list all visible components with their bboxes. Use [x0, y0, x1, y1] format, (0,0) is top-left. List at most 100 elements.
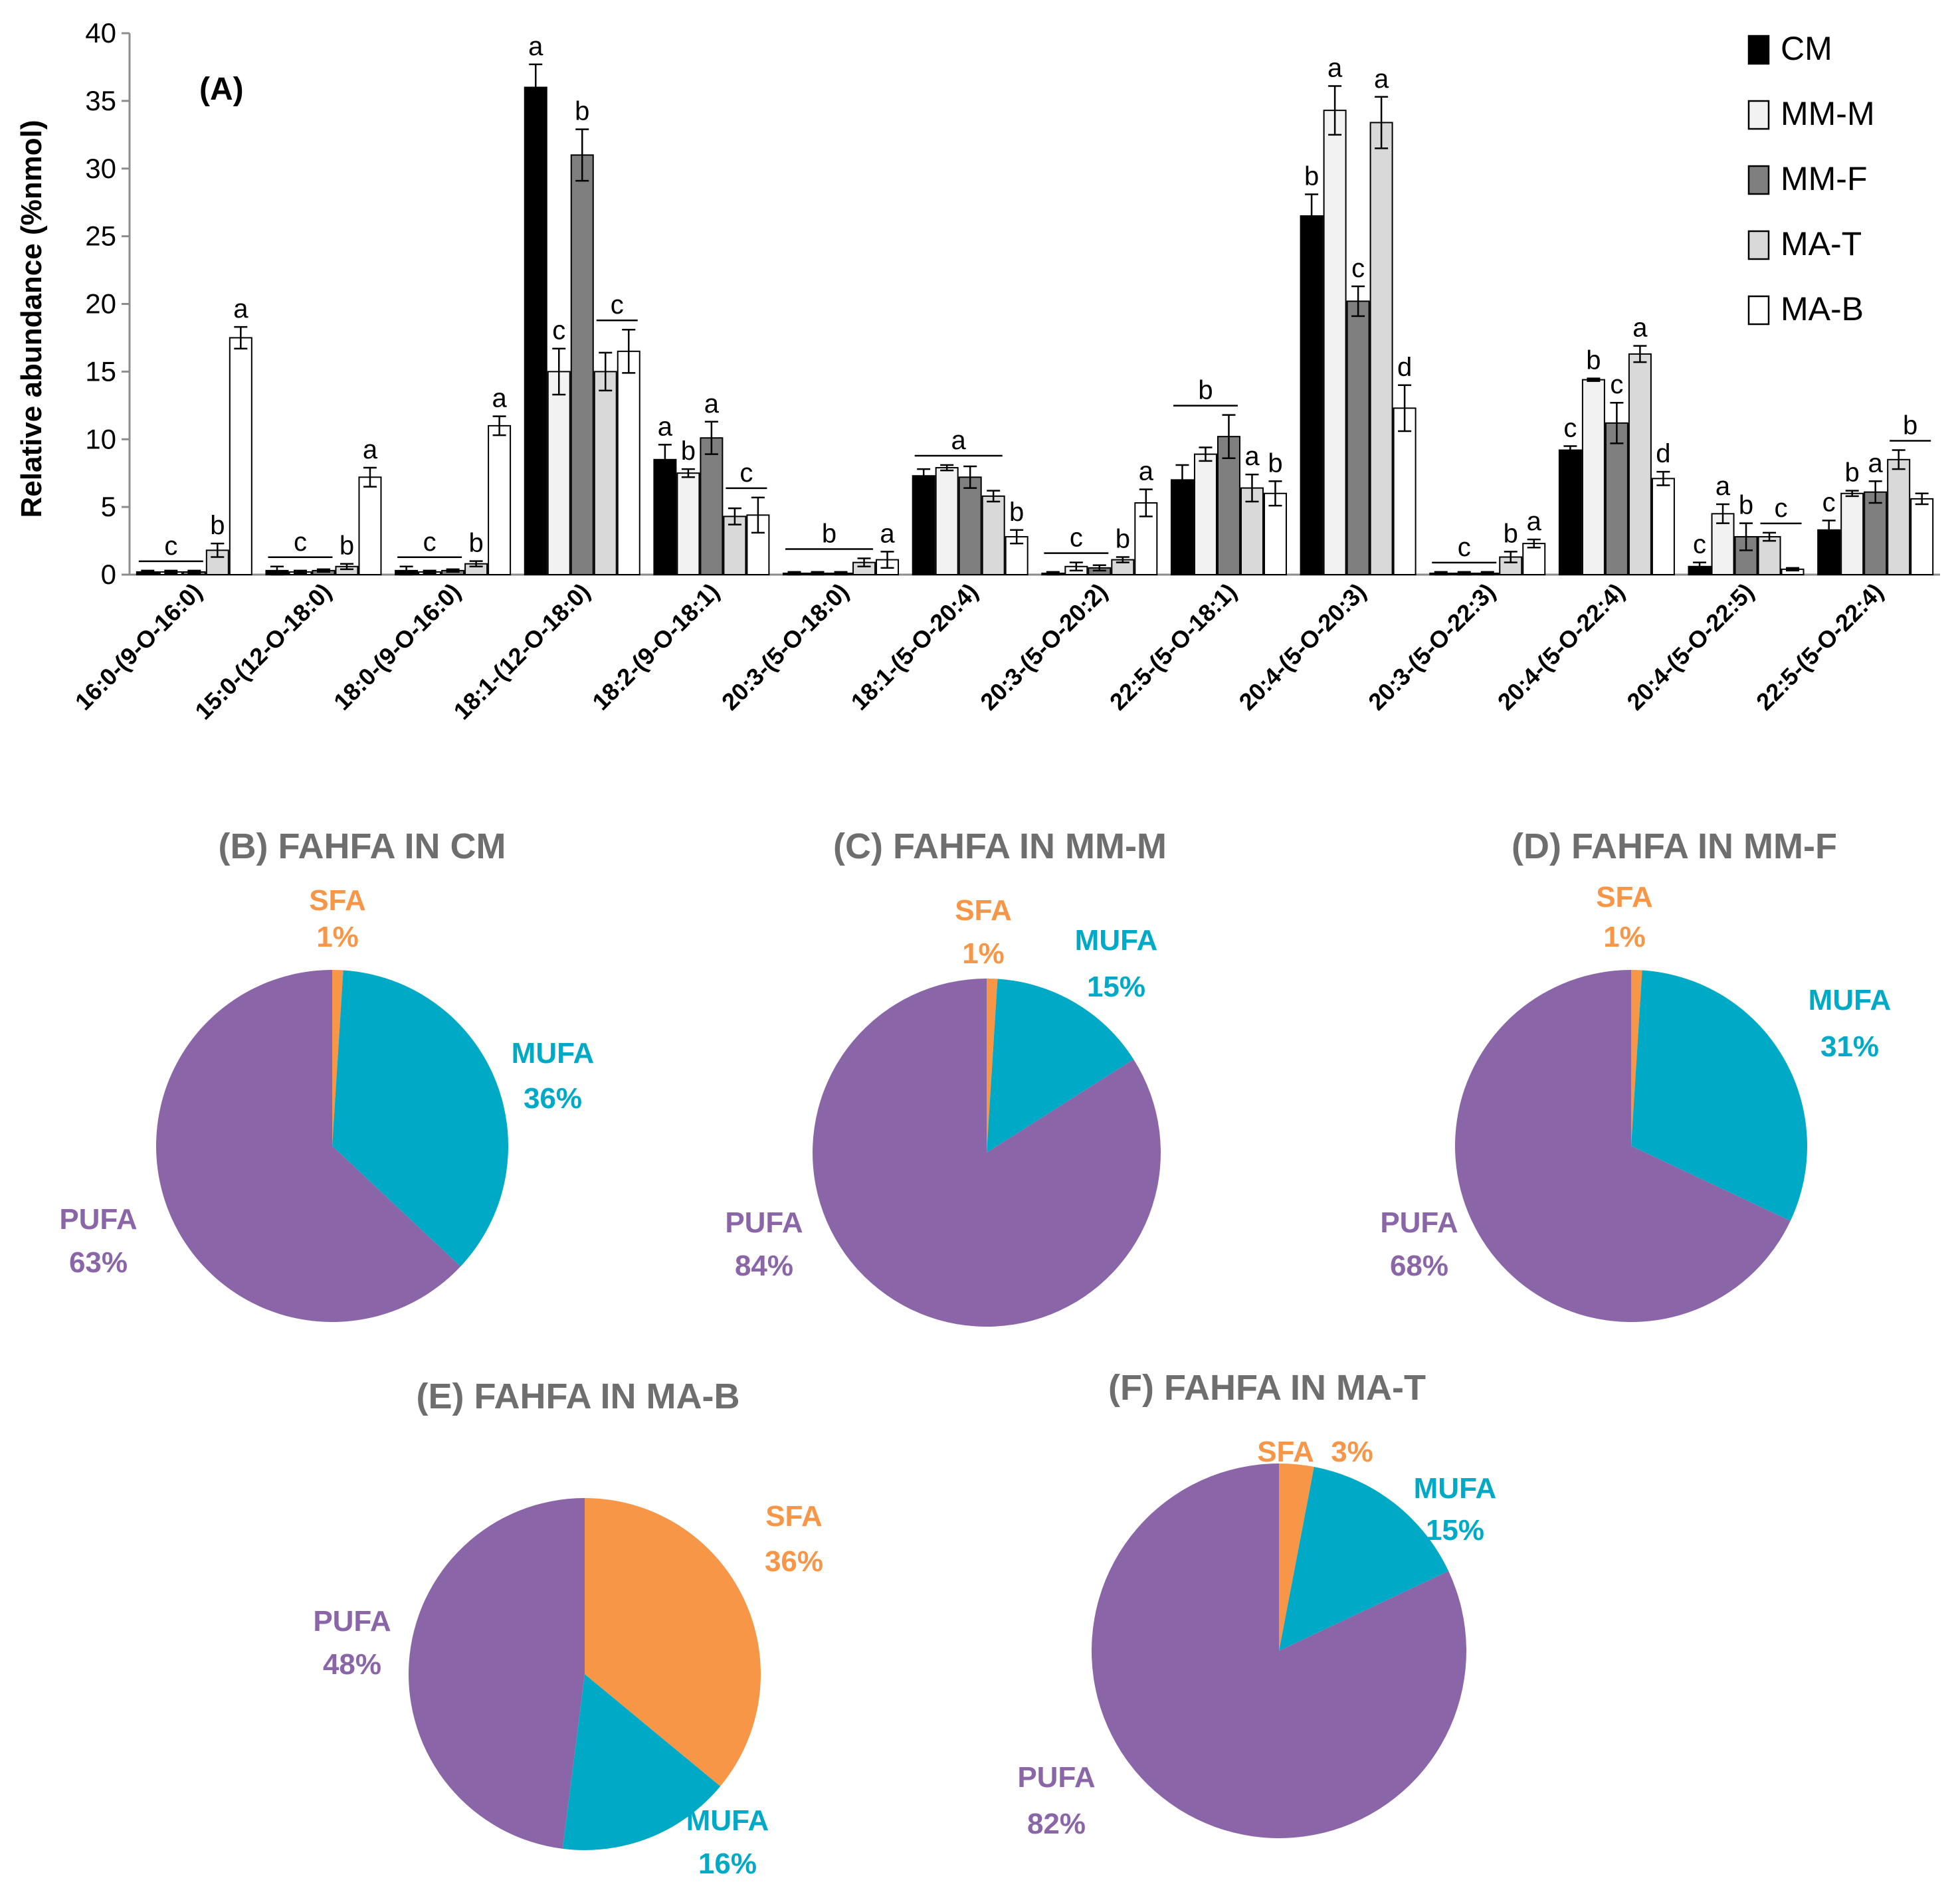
bar-mm-f-9	[1346, 300, 1370, 575]
pie-value-sfa: 1%	[1603, 921, 1646, 953]
pie-label-sfa: SFA	[1596, 881, 1653, 913]
bar-mm-m-3	[547, 371, 571, 575]
pie-label-sfa: SFA	[309, 884, 366, 917]
significance-letter: b	[822, 520, 836, 549]
significance-letter: c	[1458, 533, 1471, 562]
significance-letter: c	[1563, 413, 1577, 442]
pie-chart-b: (B) FAHFA IN CM SFA 1% MUFA 36% PUFA 63%	[59, 826, 594, 1323]
significance-letter: b	[1903, 411, 1917, 440]
significance-letter: b	[1198, 376, 1213, 405]
legend-swatch-cm	[1747, 35, 1770, 65]
significance-letter: a	[1527, 507, 1542, 536]
pie-chart-d: (D) FAHFA IN MM-F SFA 1% MUFA 31% PUFA 68%	[1380, 826, 1891, 1323]
x-tick-label: 22:5-(5-O-18:1)	[1104, 578, 1242, 715]
bar-mm-f-3	[570, 154, 594, 575]
pie-label-pufa: PUFA	[59, 1203, 137, 1236]
bar-mm-f-4	[700, 437, 724, 576]
y-tick-label: 40	[85, 17, 116, 48]
x-tick-label: 20:3-(5-O-18:0)	[716, 578, 854, 715]
y-tick-label: 0	[101, 559, 116, 590]
pie-slice-mufa	[562, 1674, 721, 1850]
pie-slice-pufa	[155, 970, 461, 1323]
significance-letter: a	[1868, 448, 1884, 478]
legend-label-mm-m: MM-M	[1781, 95, 1875, 132]
pie-slice-pufa	[408, 1498, 585, 1849]
pie-value-mufa: 36%	[524, 1082, 582, 1115]
bar-ma-t-8	[1240, 487, 1264, 575]
significance-letter: b	[1586, 346, 1601, 375]
legend-swatch-mm-m	[1747, 100, 1770, 130]
significance-letter: b	[340, 531, 354, 561]
bar-ma-t-4	[723, 516, 747, 576]
bar-ma-b-11	[1651, 478, 1675, 576]
pie-label-mufa: MUFA	[1075, 924, 1158, 957]
pie-value-pufa: 84%	[735, 1250, 793, 1282]
pie-slice-mufa	[987, 979, 1134, 1153]
legend: CM MM-M MM-F MA-T MA-B	[1747, 30, 1875, 328]
bar-ma-t-13	[1887, 458, 1911, 575]
x-tick-label: 20:4-(5-O-22:4)	[1492, 578, 1630, 715]
x-tick-label: 15:0-(12-O-18:0)	[189, 578, 336, 725]
bar-mm-f-11	[1605, 422, 1628, 575]
y-tick-label: 20	[85, 288, 116, 320]
y-tick-label: 15	[85, 355, 116, 387]
significance-letter: b	[1739, 491, 1753, 520]
significance-letter: c	[611, 290, 624, 320]
bar-ma-b-3	[617, 350, 640, 575]
legend-swatch-ma-b	[1747, 295, 1770, 326]
pie-slice-mufa	[1279, 1466, 1449, 1651]
pie-slice-pufa	[812, 979, 1161, 1327]
significance-letter: a	[1327, 53, 1343, 82]
legend-swatch-mm-f	[1747, 165, 1770, 195]
significance-letter: a	[233, 294, 248, 324]
pie-value-sfa: 36%	[765, 1545, 823, 1578]
bar-mm-m-11	[1581, 379, 1605, 575]
bar-mm-m-8	[1193, 453, 1217, 575]
significance-letter: b	[1009, 498, 1024, 527]
pie-value-mufa: 15%	[1426, 1514, 1484, 1547]
legend-label-ma-b: MA-B	[1781, 290, 1864, 328]
significance-letter: b	[1116, 525, 1130, 554]
x-tick-label: 16:0-(9-O-16:0)	[70, 578, 207, 715]
bar-mm-f-6	[958, 476, 982, 575]
y-tick-label: 10	[85, 423, 116, 454]
x-tick-label: 18:1-(5-O-20:4)	[846, 578, 983, 715]
significance-letter: a	[658, 412, 673, 441]
x-tick-label: 18:1-(12-O-18:0)	[448, 578, 595, 725]
pie-title: (B) FAHFA IN CM	[219, 826, 506, 866]
bar-ma-t-11	[1628, 353, 1652, 575]
pie-label-pufa: PUFA	[1380, 1206, 1458, 1239]
pie-slice-sfa	[585, 1498, 761, 1786]
pie-value-mufa: 15%	[1087, 971, 1145, 1003]
significance-letter: b	[1845, 458, 1860, 488]
pie-value-pufa: 48%	[323, 1648, 381, 1681]
pie-value-mufa: 16%	[698, 1847, 757, 1880]
significance-letter: b	[468, 529, 483, 558]
pie-label-sfa: SFA	[765, 1500, 823, 1533]
y-tick-label: 30	[85, 153, 116, 184]
pie-charts: (B) FAHFA IN CM SFA 1% MUFA 36% PUFA 63% (C) FA…	[59, 826, 1891, 1880]
significance-letter: b	[1304, 161, 1319, 191]
legend-label-mm-f: MM-F	[1781, 160, 1868, 197]
significance-letter: c	[1775, 494, 1788, 523]
pie-slice-pufa	[1091, 1464, 1466, 1838]
pie-slice-sfa	[1279, 1464, 1314, 1651]
significance-letter: a	[704, 389, 720, 419]
pie-chart-e: (E) FAHFA IN MA-B SFA 36% MUFA 16% PUFA 48%	[313, 1376, 823, 1880]
y-tick-label: 5	[101, 491, 116, 522]
significance-letter: c	[1070, 523, 1083, 553]
bar-mm-m-9	[1323, 110, 1347, 575]
pie-slice-sfa	[987, 979, 998, 1153]
bar-cm-4	[653, 458, 677, 575]
bar-mm-m-6	[935, 467, 959, 575]
x-tick-label: 22:5-(5-O-22:4)	[1751, 578, 1888, 715]
bar-mm-m-4	[676, 472, 700, 575]
pie-slice-sfa	[332, 970, 343, 1146]
pie-value-mufa: 31%	[1820, 1030, 1879, 1063]
x-tick-label: 20:4-(5-O-20:3)	[1234, 578, 1371, 715]
significance-letter: a	[1374, 64, 1389, 94]
x-tick-label: 18:2-(9-O-18:1)	[587, 578, 724, 715]
significance-letter: b	[1504, 519, 1518, 548]
pie-title: (E) FAHFA IN MA-B	[417, 1376, 740, 1416]
